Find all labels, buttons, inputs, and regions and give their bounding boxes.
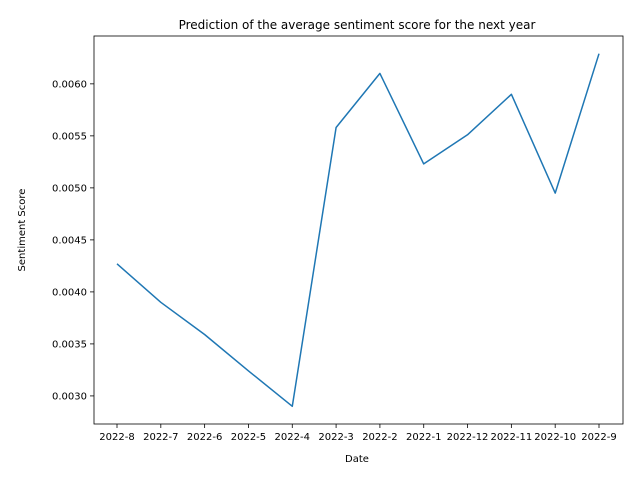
y-tick-label: 0.0060 <box>52 79 87 90</box>
x-tick-label: 2022-5 <box>231 432 266 443</box>
x-tick-label: 2022-12 <box>447 432 489 443</box>
series-line <box>116 53 600 408</box>
plot-area-frame <box>93 35 624 425</box>
y-tick-label: 0.0045 <box>52 235 87 246</box>
y-tick-label: 0.0050 <box>52 183 87 194</box>
x-tick-label: 2022-11 <box>490 432 532 443</box>
chart-title: Prediction of the average sentiment scor… <box>179 18 536 32</box>
x-tick-label: 2022-4 <box>275 432 310 443</box>
y-tick-label: 0.0040 <box>52 287 87 298</box>
y-axis: 0.0030 0.0035 0.0040 0.0045 0.0050 0.0055 0.00… <box>52 79 94 402</box>
x-tick-label: 2022-3 <box>318 432 353 443</box>
x-tick-label: 2022-2 <box>362 432 397 443</box>
x-tick-label: 2022-9 <box>581 432 616 443</box>
x-axis: 2022-8 2022-7 2022-6 2022-5 2022-4 2022-3 2022… <box>99 424 617 443</box>
x-tick-label: 2022-10 <box>534 432 576 443</box>
y-tick-label: 0.0055 <box>52 131 87 142</box>
x-tick-label: 2022-1 <box>406 432 441 443</box>
x-tick-label: 2022-6 <box>187 432 222 443</box>
x-axis-label: Date <box>345 454 369 465</box>
y-axis-label: Sentiment Score <box>17 189 28 272</box>
x-tick-label: 2022-7 <box>143 432 178 443</box>
x-tick-label: 2022-8 <box>99 432 134 443</box>
y-tick-label: 0.0035 <box>52 339 87 350</box>
y-tick-label: 0.0030 <box>52 391 87 402</box>
